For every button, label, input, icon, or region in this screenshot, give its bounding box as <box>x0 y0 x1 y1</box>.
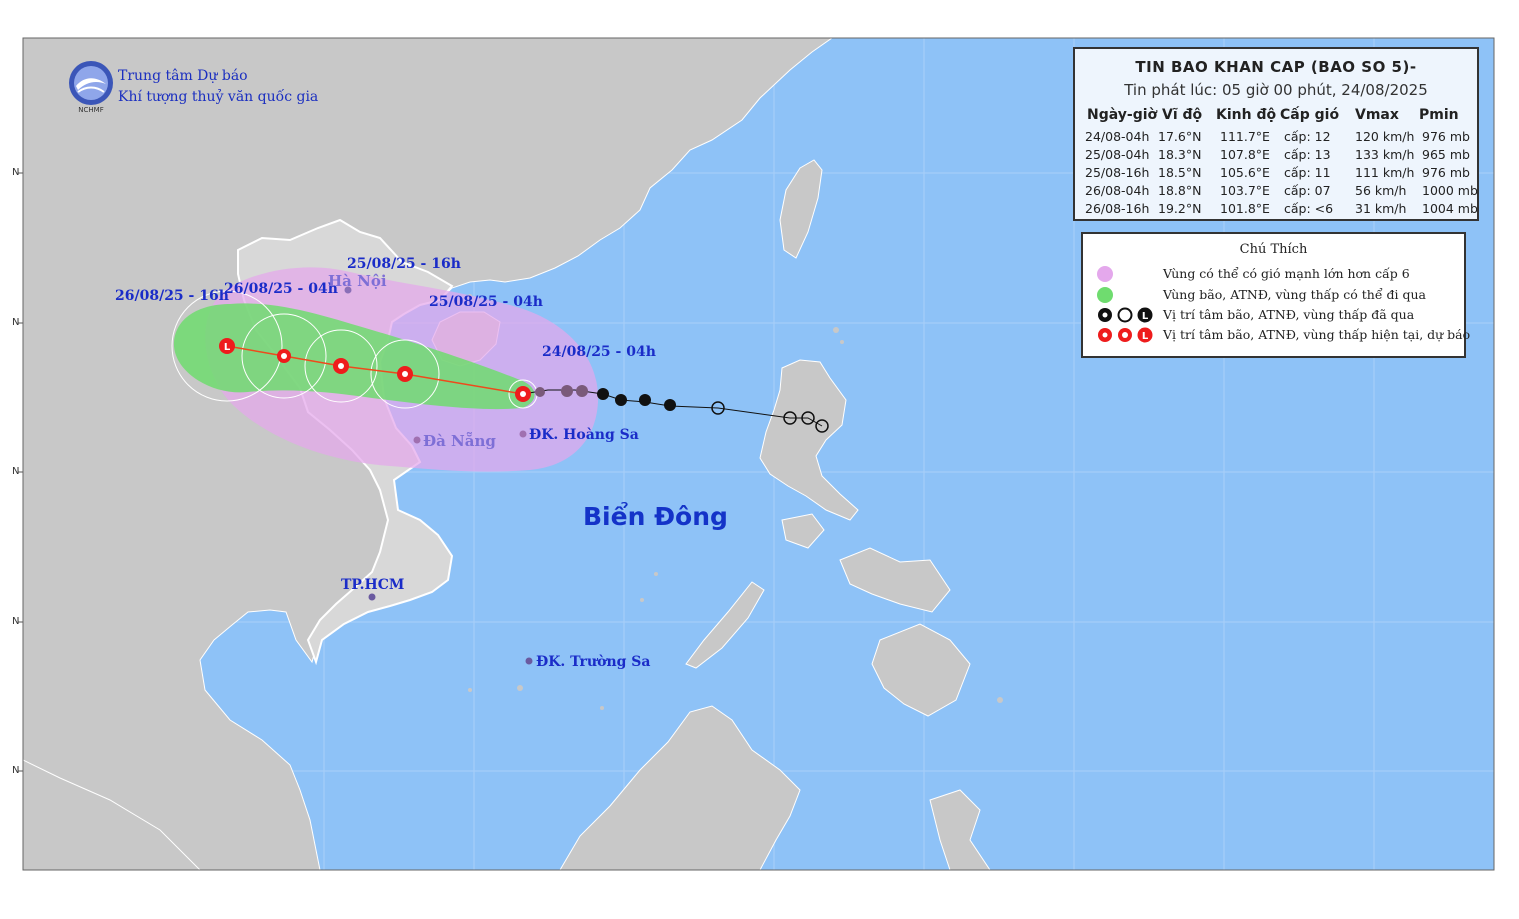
place-hoangsa: ĐK. Hoàng Sa <box>529 427 639 443</box>
land-mindanao <box>871 623 971 717</box>
forecast-position-icons: L <box>1098 327 1153 343</box>
lat-ticks <box>18 172 23 772</box>
land-visayas <box>781 513 951 613</box>
bulletin-issued: Tin phát lúc: 05 giờ 00 phút, 24/08/2025 <box>1124 81 1428 99</box>
col-header-wind: Cấp gió <box>1280 107 1340 123</box>
forecast-position-25-16h <box>333 358 349 374</box>
agency-name-line1: Trung tâm Dự báo <box>118 68 248 84</box>
storm-zone <box>173 303 535 410</box>
bulletin-cell: 26/08-04h <box>1085 183 1150 198</box>
bulletin-cell: 18.8°N <box>1158 183 1202 198</box>
bulletin-cell: 103.7°E <box>1220 183 1270 198</box>
recent-past-positions <box>535 385 588 397</box>
bulletin-cell: 24/08-04h <box>1085 129 1150 144</box>
agency-header: NCHMF Trung tâm Dự báo Khí tượng thuỷ vă… <box>66 58 326 118</box>
legend-label: Vùng bão, ATNĐ, vùng thấp có thể đi qua <box>1163 287 1427 302</box>
land-luzon <box>759 359 859 521</box>
svg-text:L: L <box>1142 311 1149 322</box>
svg-text:L: L <box>224 342 231 353</box>
bulletin-title: TIN BAO KHAN CAP (BAO SO 5)- <box>1135 58 1417 76</box>
label-t2: 25/08/25 - 04h <box>429 294 543 310</box>
bulletin-cell: 1000 mb <box>1422 183 1478 198</box>
place-hanoi: Hà Nội <box>328 272 387 290</box>
forecast-position-26-04h <box>277 349 291 363</box>
sea-name: Biển Đông <box>583 502 728 531</box>
bulletin-cell: 120 km/h <box>1355 129 1415 144</box>
place-truongsa: ĐK. Trường Sa <box>536 654 651 670</box>
bulletin-cell: 19.2°N <box>1158 201 1202 216</box>
label-t3: 25/08/25 - 16h <box>347 256 461 272</box>
bulletin-cell: cấp: 07 <box>1284 183 1331 198</box>
lat-tick-label: N <box>12 466 20 477</box>
past-position-icons: L <box>1098 307 1153 323</box>
legend-title: Chú Thích <box>1239 242 1308 257</box>
past-positions <box>597 388 829 433</box>
label-t5: 26/08/25 - 16h <box>115 288 229 304</box>
bulletin-cell: 976 mb <box>1422 129 1470 144</box>
lat-tick-label: N <box>12 167 20 178</box>
bulletin-cell: 26/08-16h <box>1085 201 1150 216</box>
pink-zone-icon <box>1097 266 1113 282</box>
land-borneo <box>559 705 801 870</box>
col-header-lat: Vĩ độ <box>1162 107 1203 123</box>
bulletin-cell: 25/08-16h <box>1085 165 1150 180</box>
lat-tick-label: N <box>12 616 20 627</box>
bulletin-cell: 18.5°N <box>1158 165 1202 180</box>
bulletin-cell: cấp: <6 <box>1284 201 1334 216</box>
land-palawan <box>685 581 765 669</box>
bulletin-cell: cấp: 13 <box>1284 147 1331 162</box>
lat-tick-label: N <box>12 765 20 776</box>
agency-name-line2: Khí tượng thuỷ văn quốc gia <box>118 89 319 105</box>
green-zone-icon <box>1097 287 1113 303</box>
bulletin-cell: 25/08-04h <box>1085 147 1150 162</box>
legend-item-wind-zone: Vùng có thể có gió mạnh lớn hơn cấp 6 <box>1083 264 1464 284</box>
lat-tick-label: N <box>12 317 20 328</box>
legend-label: Vị trí tâm bão, ATNĐ, vùng thấp hiện tại… <box>1163 327 1471 342</box>
legend-label: Vùng có thể có gió mạnh lớn hơn cấp 6 <box>1163 266 1410 281</box>
bulletin-cell: cấp: 12 <box>1284 129 1331 144</box>
col-header-pmin: Pmin <box>1419 107 1459 123</box>
legend-label: Vị trí tâm bão, ATNĐ, vùng thấp đã qua <box>1163 307 1415 322</box>
forecast-position-26-16h: L <box>219 338 235 354</box>
bulletin-cell: 105.6°E <box>1220 165 1270 180</box>
land-taiwan <box>779 159 823 259</box>
bulletin-box: TIN BAO KHAN CAP (BAO SO 5)- Tin phát lú… <box>1073 47 1479 221</box>
col-header-lon: Kinh độ <box>1216 107 1277 123</box>
col-header-datetime: Ngày-giờ <box>1087 107 1158 123</box>
city-markers <box>344 286 533 665</box>
svg-text:L: L <box>1142 331 1149 342</box>
bulletin-cell: 56 km/h <box>1355 183 1407 198</box>
bulletin-cell: 111.7°E <box>1220 129 1270 144</box>
legend-item-past: L Vị trí tâm bão, ATNĐ, vùng thấp đã qua <box>1083 305 1464 325</box>
agency-logo: NCHMF <box>69 61 113 114</box>
bulletin-cell: 965 mb <box>1422 147 1470 162</box>
logo-text: NCHMF <box>78 106 103 114</box>
bulletin-cell: 17.6°N <box>1158 129 1202 144</box>
bulletin-cell: 18.3°N <box>1158 147 1202 162</box>
bulletin-cell: 107.8°E <box>1220 147 1270 162</box>
place-hcm: TP.HCM <box>341 577 405 593</box>
legend-box: Chú Thích Vùng có thể có gió mạnh lớn hơ… <box>1081 232 1470 358</box>
current-position <box>515 386 531 402</box>
past-track-line <box>522 389 823 427</box>
bulletin-cell: cấp: 11 <box>1284 165 1331 180</box>
land-sumatra <box>23 759 201 870</box>
place-danang: Đà Nẵng <box>423 432 496 450</box>
forecast-position-25-04h <box>397 366 413 382</box>
bulletin-cell: 976 mb <box>1422 165 1470 180</box>
bulletin-cell: 1004 mb <box>1422 201 1478 216</box>
bulletin-cell: 31 km/h <box>1355 201 1407 216</box>
bulletin-cell: 101.8°E <box>1220 201 1270 216</box>
legend-item-forecast: L Vị trí tâm bão, ATNĐ, vùng thấp hiện t… <box>1083 325 1470 345</box>
label-t1: 24/08/25 - 04h <box>542 344 656 360</box>
label-t4: 26/08/25 - 04h <box>224 281 338 297</box>
bulletin-cell: 111 km/h <box>1355 165 1415 180</box>
land-sulawesi <box>929 789 991 870</box>
col-header-vmax: Vmax <box>1355 107 1399 123</box>
legend-item-storm-zone: Vùng bão, ATNĐ, vùng thấp có thể đi qua <box>1083 285 1464 305</box>
bulletin-cell: 133 km/h <box>1355 147 1415 162</box>
forecast-radius-circles <box>171 290 538 409</box>
